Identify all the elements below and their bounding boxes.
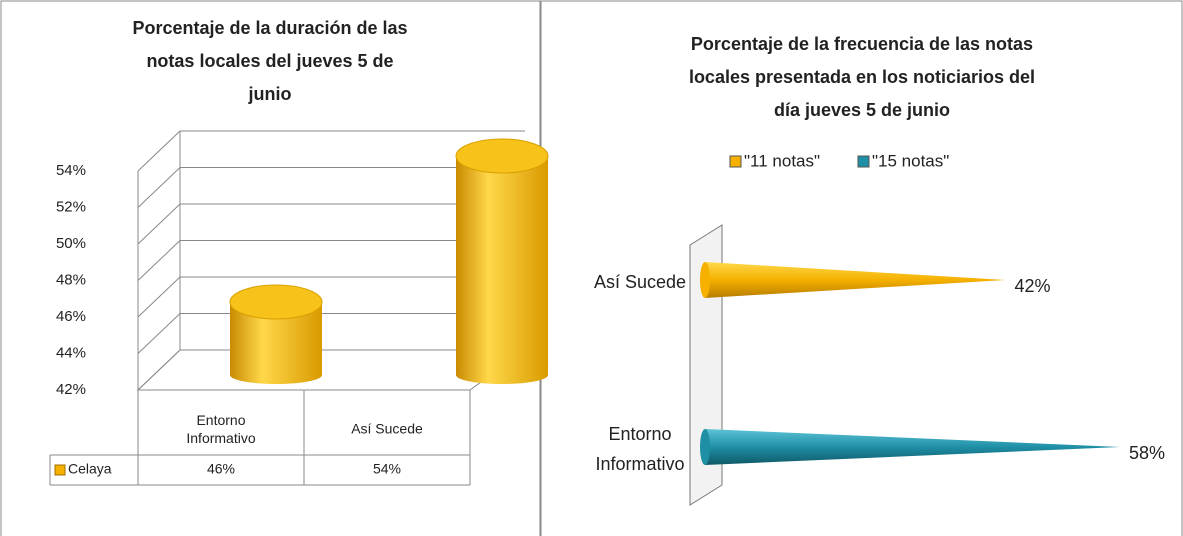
y-tick-label: 50% [56, 235, 86, 252]
cone [705, 262, 1006, 298]
legend-swatch [857, 155, 870, 168]
legend-label: Celaya [68, 461, 112, 477]
cone [705, 429, 1120, 465]
grid-line [137, 276, 181, 318]
grid-line [137, 130, 181, 172]
table-header: Entorno Informativo [186, 412, 255, 446]
grid-line [137, 167, 181, 208]
table-value: 54% [373, 461, 401, 477]
legend-label: "15 notas" [872, 151, 949, 170]
legend-swatch [729, 155, 742, 168]
legend-label: "11 notas" [744, 151, 820, 170]
table-value: 46% [207, 461, 235, 477]
cone-base [700, 429, 710, 465]
grid-line [137, 203, 181, 245]
chart-title: Porcentaje de la frecuencia de las notas… [689, 34, 1035, 120]
data-label: 58% [1129, 443, 1165, 463]
y-tick-label: 46% [56, 308, 86, 325]
cylinder-top [455, 138, 549, 174]
y-tick-label: 48% [56, 271, 86, 288]
cylinder [456, 156, 548, 384]
grid-line [137, 349, 181, 391]
y-tick-label: 42% [56, 381, 86, 398]
cylinder [230, 302, 322, 384]
y-tick-label: 52% [56, 198, 86, 215]
y-tick-label: Entorno Informativo [595, 424, 684, 474]
y-tick-label: 54% [56, 162, 86, 179]
grid-line [137, 240, 181, 281]
chart-title: Porcentaje de la duración de las notas lo… [132, 18, 407, 104]
table-header: Así Sucede [351, 421, 423, 437]
y-tick-label: Así Sucede [594, 272, 686, 292]
data-label: 42% [1015, 276, 1051, 296]
grid-line [137, 313, 181, 354]
legend-swatch [54, 464, 66, 476]
cone-base [700, 262, 710, 298]
cylinder-top [229, 284, 323, 320]
y-tick-label: 44% [56, 344, 86, 361]
